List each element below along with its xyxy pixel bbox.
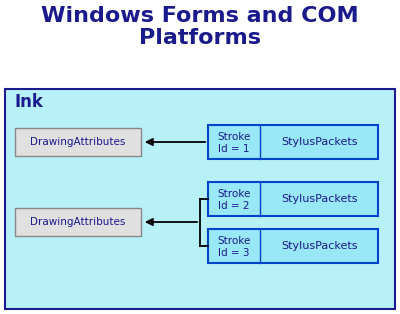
Bar xyxy=(15,208,141,236)
Text: Windows Forms and COM: Windows Forms and COM xyxy=(41,6,359,26)
Bar xyxy=(208,182,378,216)
Text: Ink: Ink xyxy=(14,93,43,111)
Text: Id = 2: Id = 2 xyxy=(218,201,250,211)
Text: DrawingAttributes: DrawingAttributes xyxy=(30,217,126,227)
Bar xyxy=(208,229,378,263)
Text: Stroke: Stroke xyxy=(217,132,251,142)
Text: StylusPackets: StylusPackets xyxy=(281,241,357,251)
Text: Id = 1: Id = 1 xyxy=(218,144,250,154)
Text: Id = 3: Id = 3 xyxy=(218,248,250,258)
Bar xyxy=(15,128,141,156)
Bar xyxy=(5,89,395,309)
Text: Stroke: Stroke xyxy=(217,189,251,199)
Bar xyxy=(208,125,378,159)
Text: Platforms: Platforms xyxy=(139,28,261,48)
Text: StylusPackets: StylusPackets xyxy=(281,137,357,147)
Text: DrawingAttributes: DrawingAttributes xyxy=(30,137,126,147)
Text: StylusPackets: StylusPackets xyxy=(281,194,357,204)
Text: Stroke: Stroke xyxy=(217,236,251,246)
